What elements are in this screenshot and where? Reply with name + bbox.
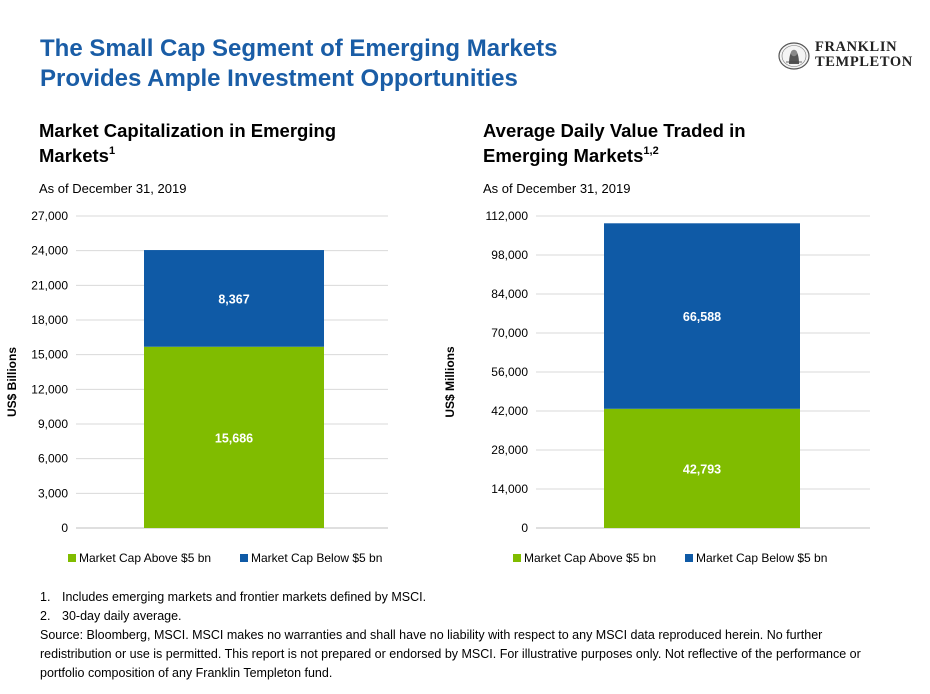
footnote-1-text: Includes emerging markets and frontier m… (62, 590, 427, 604)
footnotes: 1. Includes emerging markets and frontier… (40, 588, 920, 683)
franklin-portrait-icon (778, 42, 810, 70)
franklin-templeton-logo: FRANKLIN TEMPLETON (778, 40, 920, 72)
bar-data-label: 8,367 (218, 292, 249, 306)
chart2-as-of: As of December 31, 2019 (483, 181, 631, 196)
legend-label: Market Cap Below $5 bn (696, 551, 827, 565)
y-tick-label: 24,000 (31, 244, 68, 258)
y-tick-label: 15,000 (31, 348, 68, 362)
y-tick-label: 112,000 (486, 209, 529, 223)
bar-segment-above-5bn (144, 346, 324, 528)
legend-label: Market Cap Below $5 bn (251, 551, 382, 565)
chart1-title-line1: Market Capitalization in Emerging (39, 120, 337, 141)
legend-swatch (68, 554, 76, 562)
source-line-1: Source: Bloomberg, MSCI. MSCI makes no w… (40, 628, 823, 642)
market-cap-chart: 0 3,000 6,000 9,000 12,000 15,000 18,000 21,000… (5, 209, 388, 565)
page-title: The Small Cap Segment of Emerging Market… (40, 34, 740, 94)
y-tick-label: 14,000 (491, 482, 528, 496)
bar-data-label: 42,793 (683, 462, 721, 476)
y-axis-label: US$ Millions (443, 346, 457, 418)
y-tick-label: 9,000 (38, 417, 68, 431)
footnote-2-number: 2. (40, 609, 51, 623)
legend-swatch (513, 554, 521, 562)
y-tick-label: 84,000 (491, 287, 528, 301)
chart1-as-of: As of December 31, 2019 (39, 181, 187, 196)
chart2-title-footnote-ref: 1,2 (643, 144, 659, 157)
chart2-title-line1: Average Daily Value Traded in (483, 120, 746, 141)
bar-segment-below-5bn (144, 250, 324, 347)
bar-data-label: 66,588 (683, 310, 721, 324)
y-tick-label: 0 (521, 521, 528, 535)
legend-swatch (685, 554, 693, 562)
daily-value-traded-chart: 0 14,000 28,000 42,000 56,000 70,000 84,000 98,… (443, 209, 870, 565)
y-tick-label: 18,000 (31, 313, 68, 327)
logo-wordmark: FRANKLIN TEMPLETON (815, 40, 913, 70)
legend-label: Market Cap Above $5 bn (524, 551, 656, 565)
y-tick-label: 98,000 (491, 248, 528, 262)
footnote-2-text: 30-day daily average. (62, 609, 182, 623)
logo-line1: FRANKLIN (815, 39, 898, 55)
legend-swatch (240, 554, 248, 562)
y-tick-label: 70,000 (491, 326, 528, 340)
y-tick-label: 27,000 (31, 209, 68, 223)
bar-segment-above-5bn (604, 408, 800, 528)
chart2-title-line2: Emerging Markets (483, 145, 644, 166)
page-title-line1: The Small Cap Segment of Emerging Market… (40, 35, 558, 62)
page-title-line2: Provides Ample Investment Opportunities (40, 65, 518, 92)
legend-label: Market Cap Above $5 bn (79, 551, 211, 565)
bar-data-label: 15,686 (215, 431, 253, 445)
logo-line2: TEMPLETON (815, 54, 913, 70)
source-line-2: redistribution or use is permitted. This… (40, 647, 861, 661)
y-tick-label: 12,000 (31, 382, 68, 396)
y-axis-label: US$ Billions (5, 347, 19, 417)
chart1-title-footnote-ref: 1 (108, 144, 116, 157)
y-tick-label: 0 (61, 521, 68, 535)
chart2-title: Average Daily Value Traded in Emerging M… (483, 118, 746, 168)
footnote-1-number: 1. (40, 590, 51, 604)
y-tick-label: 42,000 (491, 404, 528, 418)
y-tick-label: 3,000 (38, 486, 68, 500)
y-tick-label: 21,000 (31, 278, 68, 292)
chart1-title-line2: Markets (39, 145, 109, 166)
y-tick-label: 28,000 (491, 443, 528, 457)
y-tick-label: 56,000 (491, 365, 528, 379)
source-line-3: portfolio composition of any Franklin Te… (40, 666, 333, 680)
bar-segment-below-5bn (604, 223, 800, 409)
footnote-1: 1. Includes emerging markets and frontier… (40, 588, 920, 607)
chart1-title: Market Capitalization in Emerging Market… (39, 118, 336, 168)
footnote-2: 2. 30-day daily average. (40, 607, 920, 626)
y-tick-label: 6,000 (38, 452, 68, 466)
